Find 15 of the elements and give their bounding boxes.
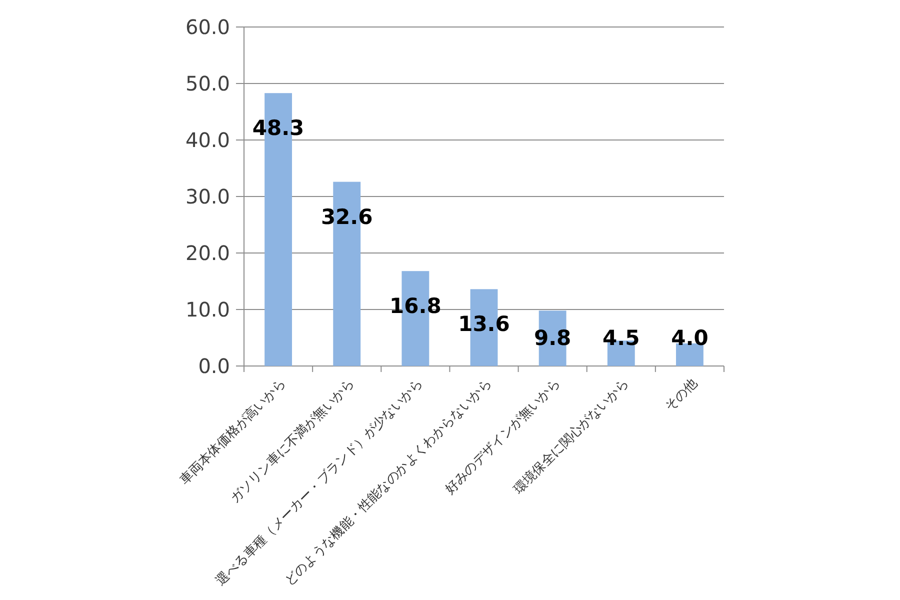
- y-tick-label: 50.0: [185, 72, 230, 96]
- data-label: 9.8: [534, 326, 572, 350]
- y-tick-label: 10.0: [185, 298, 230, 322]
- y-tick-label: 30.0: [185, 184, 230, 208]
- data-label: 16.8: [390, 294, 442, 318]
- y-tick-label: 20.0: [185, 241, 230, 265]
- data-label: 13.6: [458, 312, 510, 336]
- data-label: 48.3: [252, 116, 304, 140]
- y-tick-label: 0.0: [198, 354, 230, 378]
- y-tick-label: 40.0: [185, 128, 230, 152]
- y-tick-label: 60.0: [185, 15, 230, 39]
- data-label: 32.6: [320, 204, 373, 229]
- x-tick-label: その他: [662, 376, 701, 414]
- data-label: 4.0: [671, 326, 708, 350]
- data-label: 4.5: [602, 326, 640, 350]
